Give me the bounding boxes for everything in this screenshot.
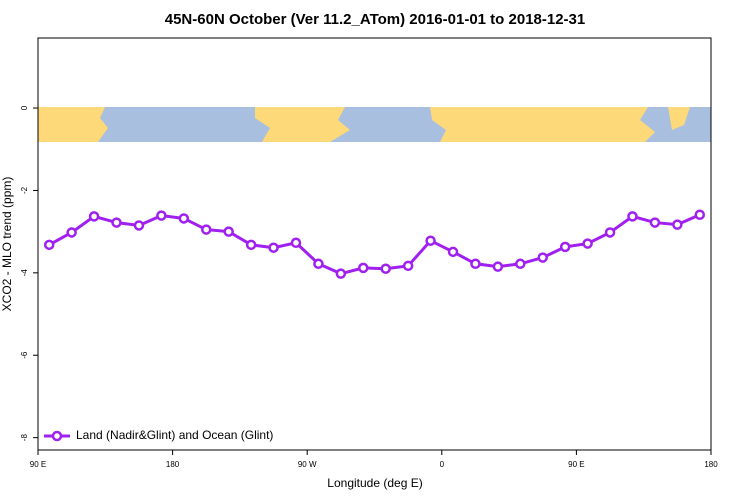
point: [672, 219, 683, 230]
point: [43, 239, 55, 251]
point: [559, 241, 571, 253]
point: [447, 246, 459, 258]
point: [111, 217, 122, 228]
point: [156, 210, 167, 221]
y-tick-label: -8: [20, 434, 29, 442]
chart-title: 45N-60N October (Ver 11.2_ATom) 2016-01-…: [165, 11, 585, 28]
x-tick-label: 90 E: [568, 460, 584, 469]
point: [380, 263, 391, 274]
plot-frame: [37, 37, 712, 451]
map-strip: [38, 107, 711, 142]
x-tick-label: 90 E: [30, 460, 46, 469]
legend-label: Land (Nadir&Glint) and Ocean (Glint): [76, 428, 273, 442]
point: [470, 258, 481, 270]
point: [290, 237, 302, 249]
x-tick-label: 0: [440, 460, 445, 469]
x-tick-label: 180: [704, 460, 718, 469]
point: [604, 227, 616, 238]
point: [245, 239, 257, 251]
point: [223, 226, 234, 237]
y-tick-label: -4: [20, 269, 29, 277]
point: [649, 217, 661, 228]
point: [313, 258, 324, 270]
point: [425, 235, 436, 246]
point: [133, 220, 145, 231]
point: [402, 260, 414, 272]
point: [268, 242, 279, 253]
y-axis-label: XCO2 - MLO trend (ppm): [0, 177, 14, 312]
y-tick-label: -2: [20, 186, 29, 194]
point: [627, 211, 638, 222]
point: [201, 224, 212, 235]
x-axis-label: Longitude (deg E): [327, 476, 422, 490]
x-tick-label: 90 W: [298, 460, 317, 469]
point: [492, 261, 504, 272]
legend-marker: [51, 430, 63, 442]
point: [515, 258, 526, 270]
point: [582, 238, 593, 249]
y-tick-label: 0: [20, 105, 29, 110]
point: [178, 213, 190, 224]
point: [335, 268, 347, 279]
point: [537, 252, 548, 263]
y-tick-label: -6: [20, 351, 29, 359]
point: [66, 227, 77, 238]
point: [88, 211, 100, 222]
point: [358, 262, 369, 274]
point: [694, 209, 706, 220]
series-line: [48, 213, 701, 276]
x-tick-label: 180: [166, 460, 180, 469]
